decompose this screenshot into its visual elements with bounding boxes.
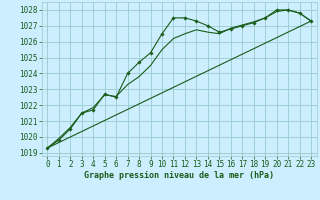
X-axis label: Graphe pression niveau de la mer (hPa): Graphe pression niveau de la mer (hPa) [84, 171, 274, 180]
